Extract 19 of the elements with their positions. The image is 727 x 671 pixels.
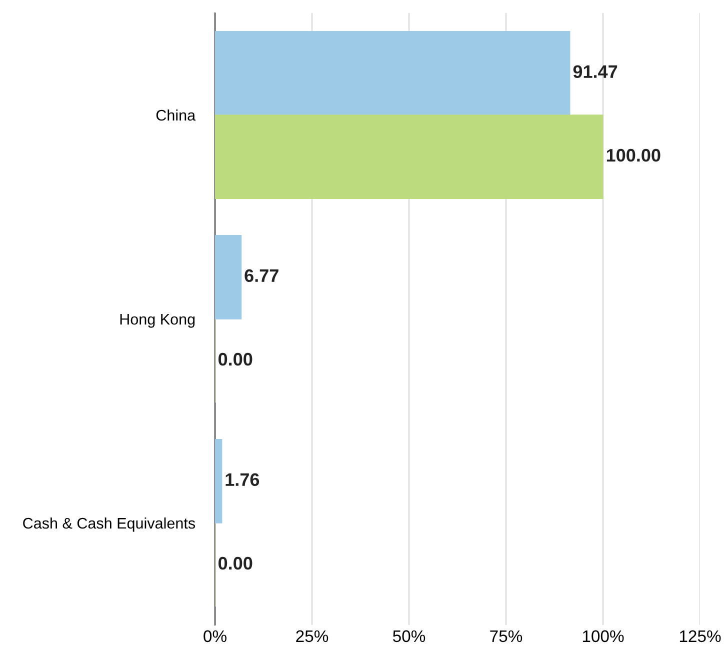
data-label: 0.00: [218, 556, 252, 570]
x-tick-label: 100%: [582, 630, 624, 642]
data-label: 100.00: [606, 148, 660, 162]
data-label: 0.00: [218, 352, 252, 366]
x-tick-label: 0%: [204, 630, 226, 642]
x-tick-label: 25%: [296, 630, 328, 642]
data-label: 1.76: [226, 473, 260, 486]
y-tick-label: China: [156, 109, 196, 121]
x-tick-label: 75%: [490, 630, 522, 642]
data-label: 91.47: [573, 65, 618, 78]
y-tick-label: Hong Kong: [120, 314, 195, 328]
x-tick-label: 125%: [680, 630, 721, 642]
bar: [215, 114, 604, 199]
bar: [215, 31, 570, 116]
bar: [215, 439, 222, 524]
data-label: 6.77: [244, 269, 278, 282]
x-tick-label: 50%: [392, 630, 426, 642]
bar: [215, 235, 242, 320]
y-tick-label: Cash & Cash Equivalents: [23, 517, 196, 532]
